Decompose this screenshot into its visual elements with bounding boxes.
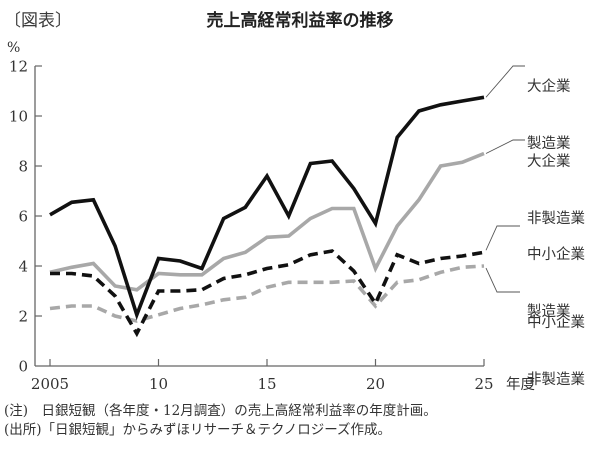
x-tick-label: 25 xyxy=(474,375,493,393)
y-tick-label: 4 xyxy=(18,258,28,276)
legend-label-line: 非製造業 xyxy=(527,211,585,227)
legend-label-line: 大企業 xyxy=(527,79,571,95)
y-tick-label: 6 xyxy=(18,208,28,226)
x-tick-label: 15 xyxy=(257,375,276,393)
legend-label-line: 中小企業 xyxy=(527,315,585,331)
y-tick-label: 12 xyxy=(9,58,28,76)
leader-line xyxy=(485,225,520,251)
legend-label-line: 製造業 xyxy=(527,136,571,152)
source-text: (出所)「日銀短観」からみずほリサーチ＆テクノロジーズ作成。 xyxy=(4,422,392,438)
y-tick-label: 8 xyxy=(18,158,28,176)
legend-label-line: 大企業 xyxy=(527,154,571,170)
y-tick-label: 2 xyxy=(18,308,28,326)
leader-line xyxy=(485,65,525,98)
leader-line xyxy=(485,139,525,154)
y-tick-label: 0 xyxy=(18,358,28,376)
legend-sme-manufacturing: 中小企業 製造業 xyxy=(527,208,585,341)
x-tick-label: 2005 xyxy=(31,375,69,393)
series-sme-nonmanufacturing xyxy=(49,264,485,323)
chart-title: 売上高経常利益率の推移 xyxy=(206,11,394,31)
x-tick-label: 10 xyxy=(149,375,168,393)
axes: 0 2 4 6 8 10 12 2005 10 15 20 25 xyxy=(9,58,494,394)
x-axis-unit: 年度 xyxy=(506,377,535,393)
legend-label-line: 中小企業 xyxy=(527,247,585,263)
series-sme-manufacturing xyxy=(50,249,485,338)
leader-line xyxy=(485,267,520,293)
footnotes: (注) 日銀短観（各年度・12月調査）の売上高経常利益率の年度計画。 (出所)「… xyxy=(4,402,437,440)
figure-label: 〔図表〕 xyxy=(4,11,72,31)
legend-label-line: 非製造業 xyxy=(527,372,585,388)
legend-large-nonmanufacturing: 大企業 非製造業 xyxy=(527,115,585,248)
legend-leader-lines xyxy=(485,65,525,293)
x-tick-label: 20 xyxy=(366,375,385,393)
series-large-nonmanufacturing xyxy=(49,151,485,292)
y-tick-label: 10 xyxy=(9,108,28,126)
legend-label-line: 製造業 xyxy=(527,304,571,320)
y-axis-unit: % xyxy=(7,40,21,56)
legend-sme-nonmanufacturing: 中小企業 非製造業 xyxy=(527,276,585,409)
legend-large-manufacturing: 大企業 製造業 xyxy=(527,40,571,173)
series-large-manufacturing xyxy=(49,95,485,321)
note-text: (注) 日銀短観（各年度・12月調査）の売上高経常利益率の年度計画。 xyxy=(4,403,437,419)
series-lines xyxy=(49,95,485,338)
